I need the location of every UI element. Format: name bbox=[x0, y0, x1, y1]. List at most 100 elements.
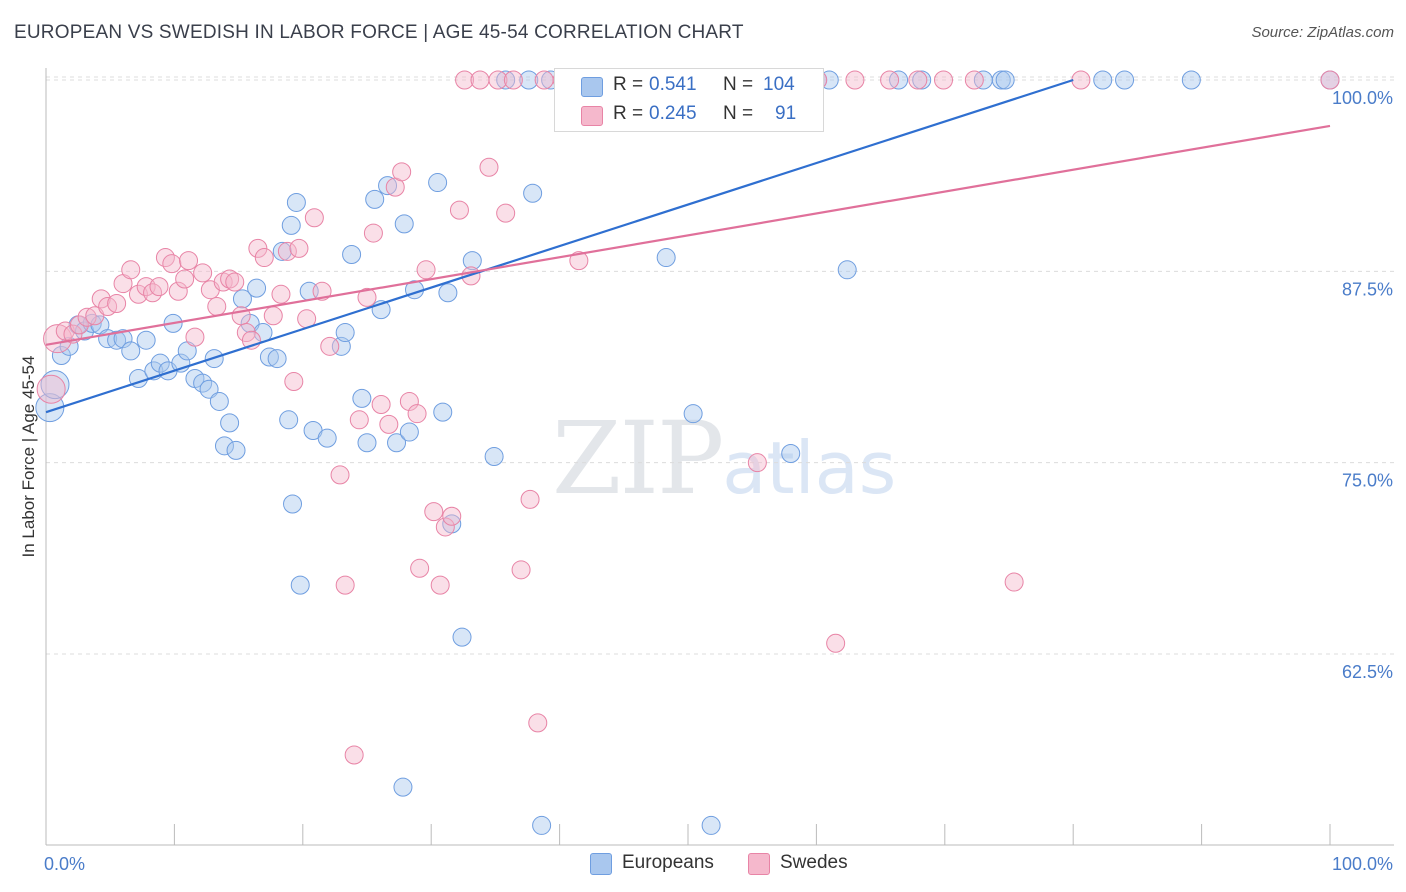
correlation-legend: R = 0.541 N = 104 R = 0.245 N = 91 bbox=[554, 68, 824, 132]
chart-source: Source: ZipAtlas.com bbox=[1251, 24, 1394, 41]
legend-r-value: 0.245 bbox=[649, 103, 697, 124]
point-swedes bbox=[248, 238, 268, 258]
point-swedes bbox=[85, 306, 105, 326]
point-swedes bbox=[320, 336, 340, 356]
point-swedes bbox=[528, 713, 548, 733]
watermark: ZIPatlas bbox=[552, 400, 896, 517]
point-swedes bbox=[880, 70, 900, 90]
point-europeans bbox=[272, 241, 292, 261]
point-swedes bbox=[330, 465, 350, 485]
point-europeans bbox=[232, 289, 252, 309]
bottom-legend-swatch-swedes bbox=[748, 853, 770, 875]
point-swedes bbox=[69, 315, 89, 335]
point-europeans bbox=[995, 70, 1015, 90]
point-europeans bbox=[1181, 70, 1201, 90]
point-europeans bbox=[438, 283, 458, 303]
point-swedes bbox=[470, 70, 490, 90]
point-europeans bbox=[352, 388, 372, 408]
point-europeans bbox=[335, 323, 355, 343]
point-swedes bbox=[179, 251, 199, 271]
point-swedes bbox=[225, 272, 245, 292]
legend-r-label: R = bbox=[613, 103, 644, 124]
point-europeans bbox=[259, 347, 279, 367]
watermark-zip: ZIP bbox=[552, 400, 724, 517]
point-swedes bbox=[344, 745, 364, 765]
point-europeans bbox=[267, 349, 287, 369]
point-swedes bbox=[36, 374, 66, 404]
point-swedes bbox=[254, 248, 274, 268]
point-swedes bbox=[149, 277, 169, 297]
point-swedes bbox=[449, 200, 469, 220]
point-swedes bbox=[162, 254, 182, 274]
point-europeans bbox=[214, 436, 234, 456]
trendline-europeans bbox=[45, 78, 1074, 414]
point-swedes bbox=[511, 560, 531, 580]
point-swedes bbox=[392, 162, 412, 182]
point-swedes bbox=[430, 575, 450, 595]
point-swedes bbox=[520, 489, 540, 509]
point-swedes bbox=[168, 281, 188, 301]
point-swedes bbox=[747, 453, 767, 473]
point-europeans bbox=[837, 260, 857, 280]
point-swedes bbox=[371, 395, 391, 415]
point-swedes bbox=[826, 633, 846, 653]
point-europeans bbox=[226, 440, 246, 460]
point-swedes bbox=[175, 269, 195, 289]
point-europeans bbox=[452, 627, 472, 647]
point-swedes bbox=[289, 238, 309, 258]
point-europeans bbox=[279, 410, 299, 430]
x-tick-label: 0.0% bbox=[44, 854, 85, 874]
point-europeans bbox=[656, 248, 676, 268]
point-swedes bbox=[496, 203, 516, 223]
x-tick-label: 100.0% bbox=[1332, 854, 1393, 874]
point-swedes bbox=[455, 70, 475, 90]
point-swedes bbox=[479, 157, 499, 177]
point-swedes bbox=[271, 284, 291, 304]
bottom-legend-label-europeans: Europeans bbox=[622, 852, 714, 873]
point-europeans bbox=[781, 443, 801, 463]
point-swedes bbox=[77, 307, 97, 327]
point-europeans bbox=[290, 575, 310, 595]
point-swedes bbox=[121, 260, 141, 280]
point-europeans bbox=[399, 422, 419, 442]
legend-n-label: N = bbox=[723, 74, 754, 95]
legend-n-value: 104 bbox=[763, 74, 795, 95]
point-europeans bbox=[136, 330, 156, 350]
watermark-atlas: atlas bbox=[722, 426, 897, 510]
point-europeans bbox=[40, 370, 70, 400]
trendline-swedes bbox=[45, 124, 1331, 346]
point-swedes bbox=[363, 223, 383, 243]
point-europeans bbox=[393, 777, 413, 797]
point-swedes bbox=[1004, 572, 1024, 592]
point-europeans bbox=[357, 433, 377, 453]
point-europeans bbox=[378, 176, 398, 196]
point-swedes bbox=[277, 241, 297, 261]
point-swedes bbox=[1320, 70, 1340, 90]
point-europeans bbox=[519, 70, 539, 90]
point-swedes bbox=[416, 260, 436, 280]
point-europeans bbox=[199, 379, 219, 399]
point-swedes bbox=[407, 404, 427, 424]
point-swedes bbox=[410, 558, 430, 578]
y-axis-label: In Labor Force | Age 45-54 bbox=[19, 356, 38, 558]
point-swedes bbox=[107, 293, 127, 313]
point-europeans bbox=[1115, 70, 1135, 90]
point-swedes bbox=[263, 306, 283, 326]
point-swedes bbox=[284, 372, 304, 392]
bottom-legend-label-swedes: Swedes bbox=[780, 852, 848, 873]
point-swedes bbox=[964, 70, 984, 90]
legend-n-label: N = bbox=[723, 103, 754, 124]
point-europeans bbox=[428, 173, 448, 193]
point-swedes bbox=[335, 575, 355, 595]
legend-r-label: R = bbox=[613, 74, 644, 95]
point-europeans bbox=[701, 815, 721, 835]
point-europeans bbox=[247, 278, 267, 298]
legend-row-europeans: R = 0.541 N = 104 bbox=[555, 71, 823, 101]
legend-n-value: 91 bbox=[775, 103, 797, 124]
point-swedes bbox=[55, 321, 75, 341]
point-europeans bbox=[113, 329, 133, 349]
y-tick-label: 62.5% bbox=[1342, 662, 1393, 682]
chart-title: EUROPEAN VS SWEDISH IN LABOR FORCE | AGE… bbox=[14, 22, 744, 43]
point-europeans bbox=[286, 192, 306, 212]
